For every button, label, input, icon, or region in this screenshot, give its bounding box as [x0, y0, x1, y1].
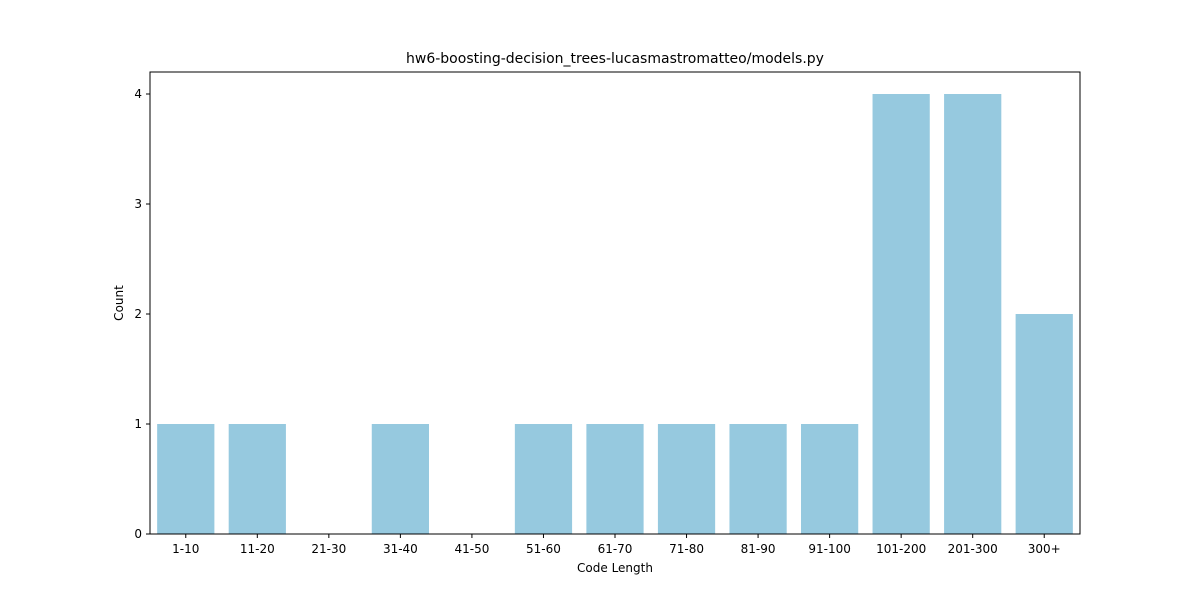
x-tick-label: 81-90: [741, 542, 776, 556]
bar-101-200: [872, 94, 930, 534]
x-tick-label: 31-40: [383, 542, 418, 556]
bar-300+: [1015, 314, 1073, 534]
y-tick-label: 2: [134, 307, 142, 321]
y-tick-label: 4: [134, 87, 142, 101]
x-tick-label: 21-30: [311, 542, 346, 556]
bar-71-80: [657, 424, 716, 534]
x-tick-label: 201-300: [948, 542, 998, 556]
x-tick-label: 91-100: [808, 542, 851, 556]
bar-91-100: [801, 424, 859, 534]
y-tick-label: 1: [134, 417, 142, 431]
bar-31-40: [371, 424, 429, 534]
y-tick-label: 0: [134, 527, 142, 541]
x-tick-label: 101-200: [876, 542, 926, 556]
x-tick-label: 1-10: [172, 542, 199, 556]
y-tick-label: 3: [134, 197, 142, 211]
bar-81-90: [729, 424, 787, 534]
y-axis-label: Count: [112, 285, 126, 321]
chart-title: hw6-boosting-decision_trees-lucasmastrom…: [406, 51, 824, 67]
plot-frame: [149, 71, 1081, 535]
bar-51-60: [514, 424, 573, 534]
bars-layer: [157, 94, 1073, 534]
x-tick-label: 11-20: [240, 542, 275, 556]
x-tick-label: 61-70: [598, 542, 633, 556]
ticks-layer: 1-10 11-20 21-30 31-40 41-50 51-60 61-70 71-80 8…: [134, 87, 1060, 556]
x-tick-label: 51-60: [526, 542, 561, 556]
x-tick-label: 71-80: [669, 542, 704, 556]
x-tick-label: 41-50: [454, 542, 489, 556]
x-tick-label: 300+: [1028, 542, 1061, 556]
x-axis-label: Code Length: [577, 561, 653, 575]
bar-61-70: [586, 424, 644, 534]
bar-11-20: [228, 424, 286, 534]
bar-1-10: [157, 424, 215, 534]
bar-201-300: [944, 94, 1002, 534]
